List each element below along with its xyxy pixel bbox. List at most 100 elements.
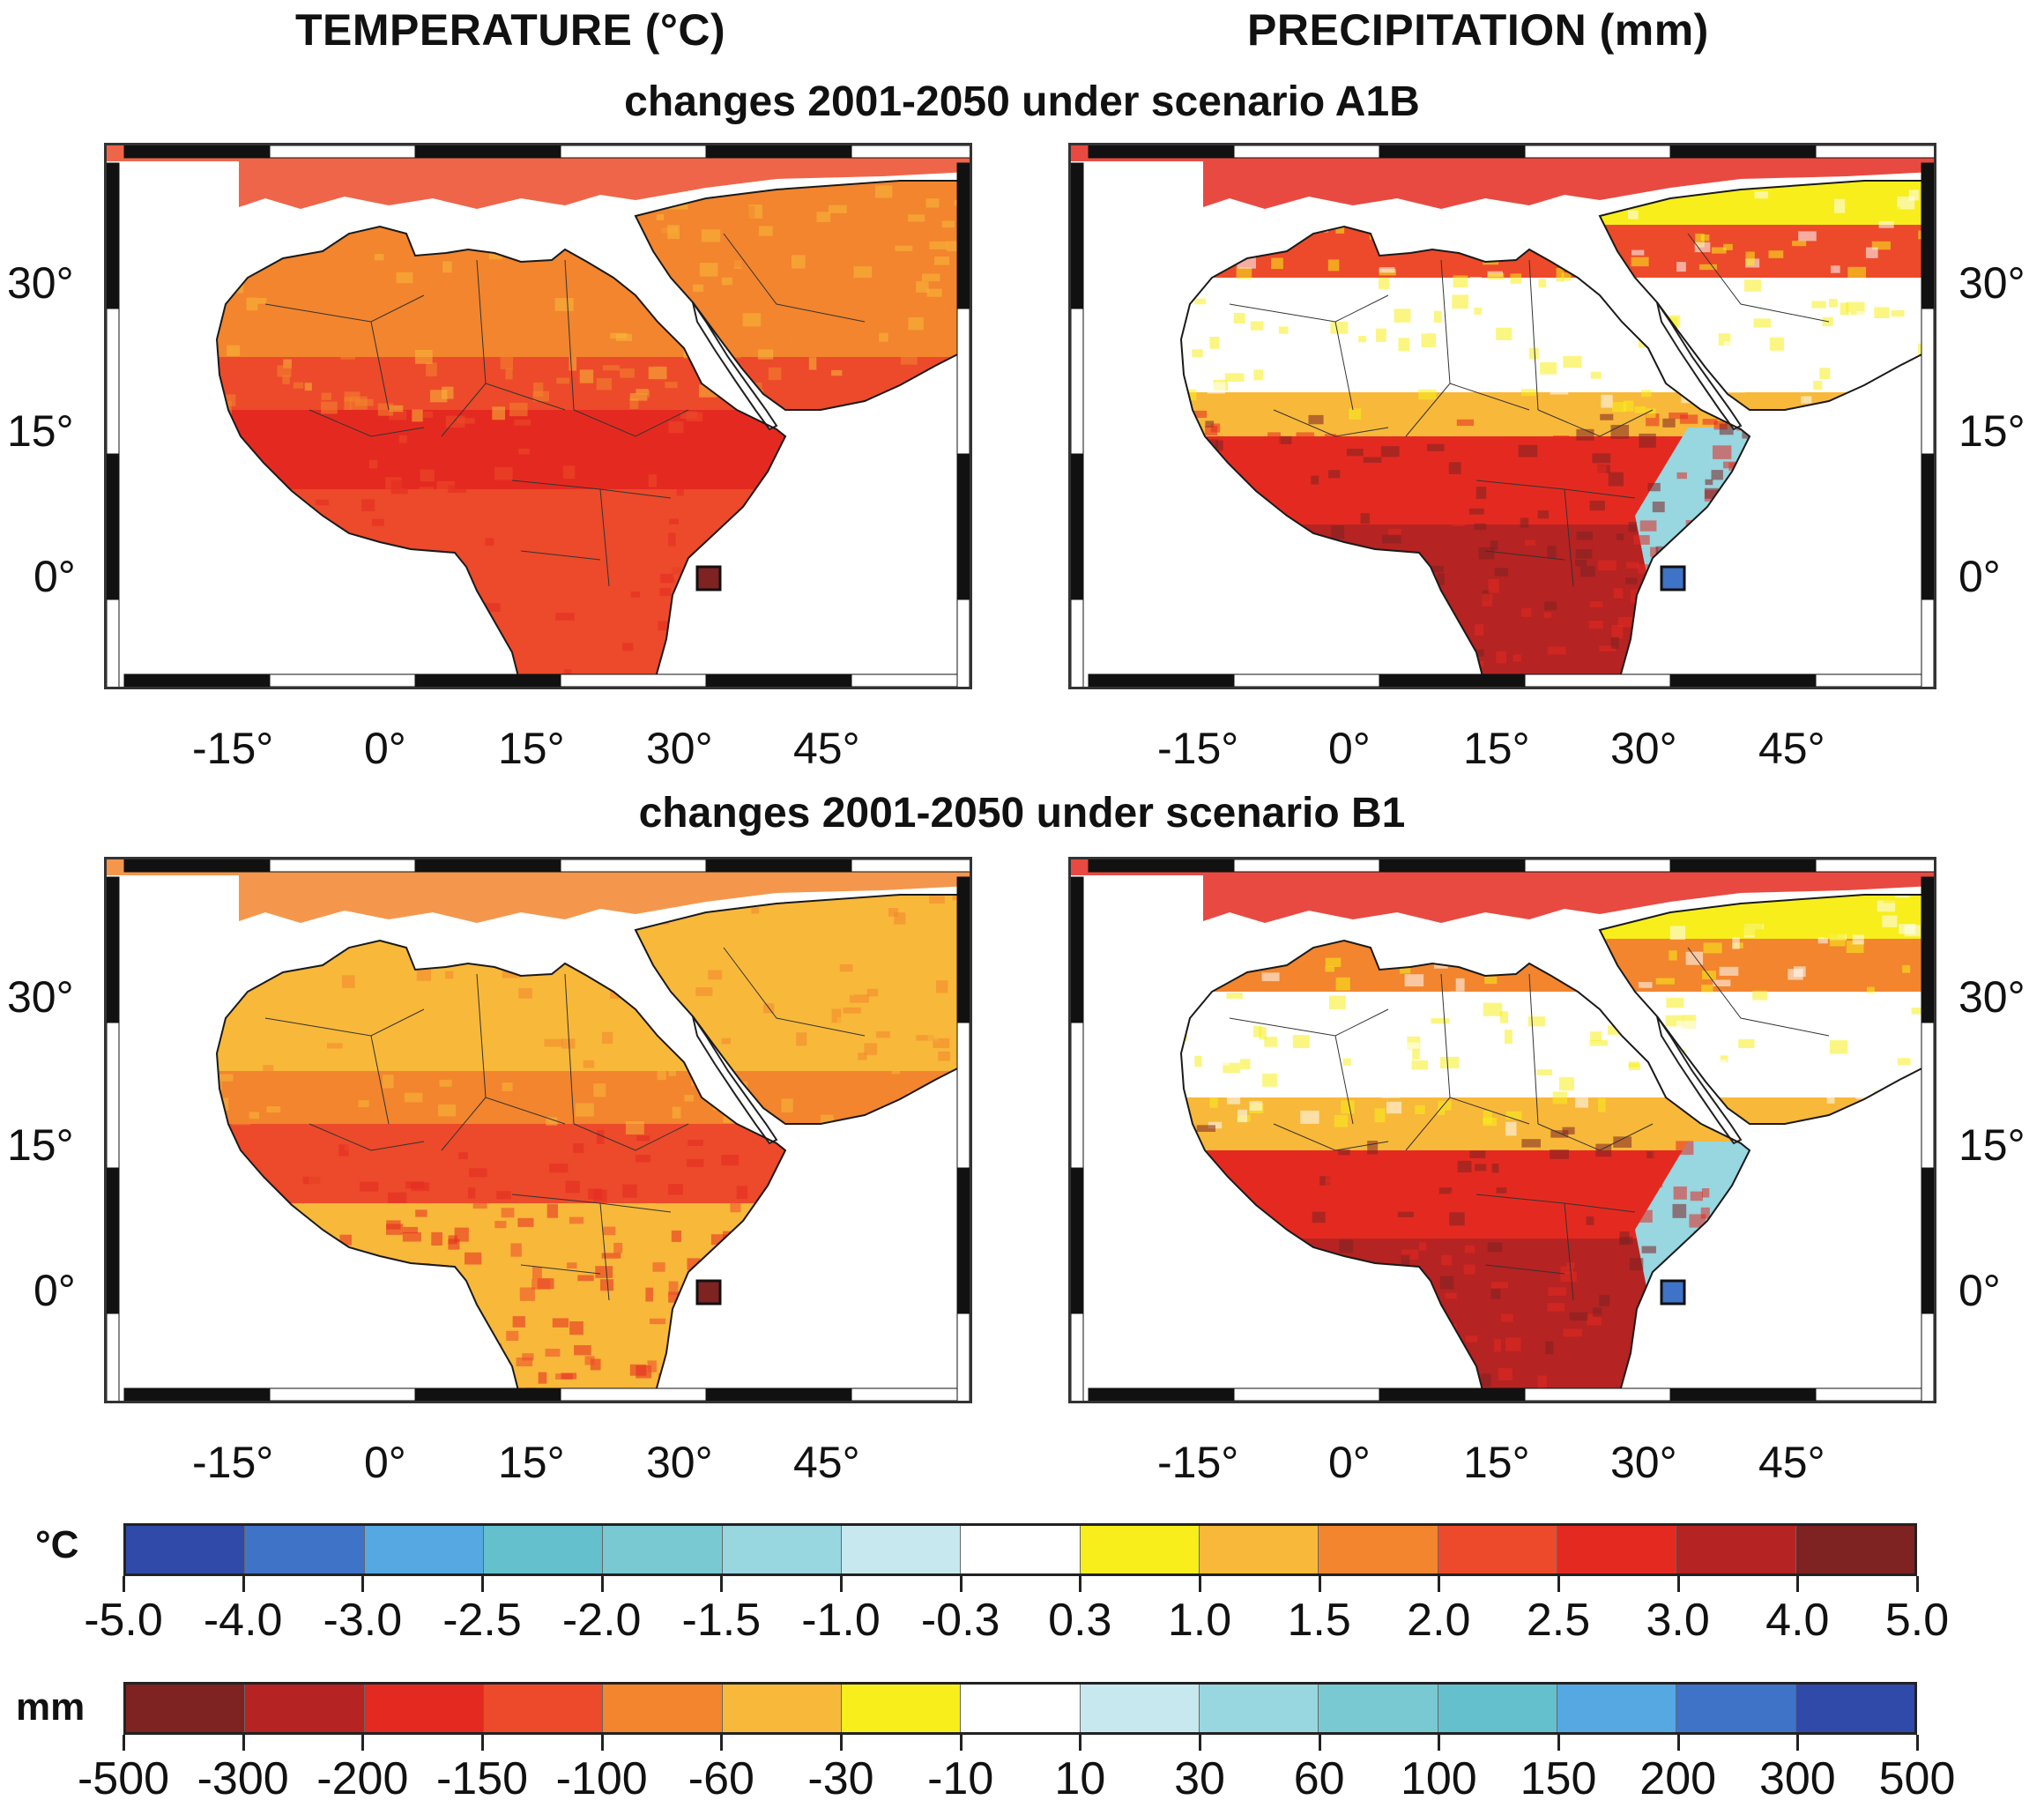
map-canvas	[1071, 859, 1934, 1401]
colorbar-segment	[1318, 1685, 1438, 1732]
colorbar-segment	[1437, 1685, 1557, 1732]
country-border	[1484, 550, 1565, 561]
country-border	[564, 259, 575, 411]
country-border	[1405, 383, 1451, 437]
colorbar-label: 2.5	[1526, 1595, 1591, 1646]
lat-label: 30°	[7, 258, 74, 308]
temperature-colorbar	[123, 1523, 1917, 1576]
colorbar-tickmark	[1318, 1576, 1321, 1592]
colorbar-segment	[1676, 1685, 1795, 1732]
colorbar-label: 60	[1293, 1753, 1345, 1804]
lat-label: 15°	[1959, 1120, 2025, 1170]
country-border	[573, 409, 689, 437]
colorbar-label: -150	[435, 1753, 529, 1804]
lon-label: 15°	[498, 724, 565, 773]
colorbar-segment	[960, 1685, 1080, 1732]
land-shading	[1181, 181, 1934, 687]
colorbar-segment	[482, 1526, 603, 1573]
colorbar-segment	[960, 1526, 1080, 1573]
colorbar-tickmark	[1676, 1735, 1680, 1751]
colorbar-segment	[126, 1526, 245, 1573]
colorbar-label: -30	[807, 1753, 874, 1804]
colorbar-label: 300	[1758, 1753, 1836, 1804]
country-border	[441, 1097, 487, 1151]
colorbar-label: -0.3	[920, 1595, 1000, 1646]
lat-label: 0°	[33, 552, 76, 601]
coastline	[1598, 894, 1934, 1125]
colorbar-segment	[1198, 1526, 1319, 1573]
lake-victoria	[695, 565, 722, 591]
colorbar-tickmark	[720, 1576, 724, 1592]
colorbar-segment	[1198, 1685, 1319, 1732]
colorbar-segment	[126, 1685, 245, 1732]
lat-label: 0°	[33, 1266, 76, 1315]
colorbar-label: 5.0	[1884, 1595, 1950, 1646]
colorbar-tickmark	[1796, 1576, 1800, 1592]
lake-victoria	[1660, 565, 1686, 591]
country-border	[1528, 259, 1539, 411]
colorbar-label: -100	[555, 1753, 648, 1804]
lon-label: -15°	[1157, 1438, 1239, 1487]
country-border	[1537, 1123, 1654, 1151]
colorbar-label: -1.5	[681, 1595, 762, 1646]
colorbar-label: 3.0	[1646, 1595, 1710, 1646]
colorbar-tickmark	[242, 1576, 245, 1592]
lon-label: 0°	[364, 1438, 406, 1487]
lake-victoria	[695, 1279, 722, 1305]
country-border	[308, 1123, 425, 1151]
colorbar-tickmark	[600, 1576, 604, 1592]
europe-landmass	[1071, 859, 1934, 923]
lake-victoria	[1660, 1279, 1686, 1305]
colorbar-tickmark	[481, 1576, 484, 1592]
map-canvas	[107, 145, 970, 687]
precipitation-b1-map	[1068, 857, 1936, 1403]
country-border	[1334, 321, 1354, 411]
colorbar-tickmark	[720, 1735, 724, 1751]
country-border	[308, 409, 425, 437]
lon-label: -15°	[192, 724, 274, 773]
lon-label: 0°	[1328, 724, 1371, 773]
colorbar-label: -2.5	[442, 1595, 522, 1646]
map-frame-ticks	[107, 145, 970, 687]
colorbar-segment	[1795, 1685, 1914, 1732]
country-border	[370, 1035, 390, 1125]
temperature-b1-map	[104, 857, 972, 1403]
lon-label: 15°	[498, 1438, 565, 1487]
country-border	[564, 973, 575, 1125]
precipitation-colorbar	[123, 1682, 1917, 1735]
country-border	[1687, 947, 1830, 1037]
colorbar-label: -500	[77, 1753, 170, 1804]
colorbar-tickmark	[1557, 1735, 1560, 1751]
colorbar-tickmark	[1438, 1735, 1441, 1751]
map-frame-ticks	[1071, 145, 1934, 687]
temperature-colorbar-unit: °C	[35, 1523, 79, 1566]
colorbar-tickmark	[840, 1576, 843, 1592]
colorbar-label: -1.0	[801, 1595, 881, 1646]
coastline	[215, 939, 787, 1401]
precipitation-a1b-map	[1068, 143, 1936, 689]
country-border	[723, 947, 866, 1037]
country-border	[1687, 233, 1830, 323]
lat-label: 15°	[1959, 406, 2025, 456]
precipitation-colorbar-unit: mm	[16, 1685, 85, 1729]
land-shading	[1181, 895, 1934, 1401]
lon-label: -15°	[1157, 724, 1239, 773]
temperature-column-title: TEMPERATURE (°C)	[295, 5, 726, 55]
lon-label: -15°	[192, 1438, 274, 1487]
colorbar-label: 2.0	[1407, 1595, 1471, 1646]
colorbar-segment	[1676, 1526, 1795, 1573]
lat-label: 0°	[1959, 552, 2001, 601]
colorbar-segment	[1795, 1526, 1914, 1573]
coastline	[215, 225, 787, 687]
lat-label: 15°	[7, 406, 74, 456]
colorbar-label: 0.3	[1048, 1595, 1112, 1646]
colorbar-tickmark	[361, 1576, 365, 1592]
lat-label: 15°	[7, 1120, 74, 1170]
colorbar-label: 30	[1174, 1753, 1225, 1804]
colorbar-segment	[721, 1526, 841, 1573]
colorbar-tickmark	[1916, 1576, 1919, 1592]
lon-label: 15°	[1463, 1438, 1530, 1487]
colorbar-segment	[602, 1526, 722, 1573]
colorbar-segment	[1079, 1526, 1199, 1573]
country-border	[1564, 488, 1574, 587]
